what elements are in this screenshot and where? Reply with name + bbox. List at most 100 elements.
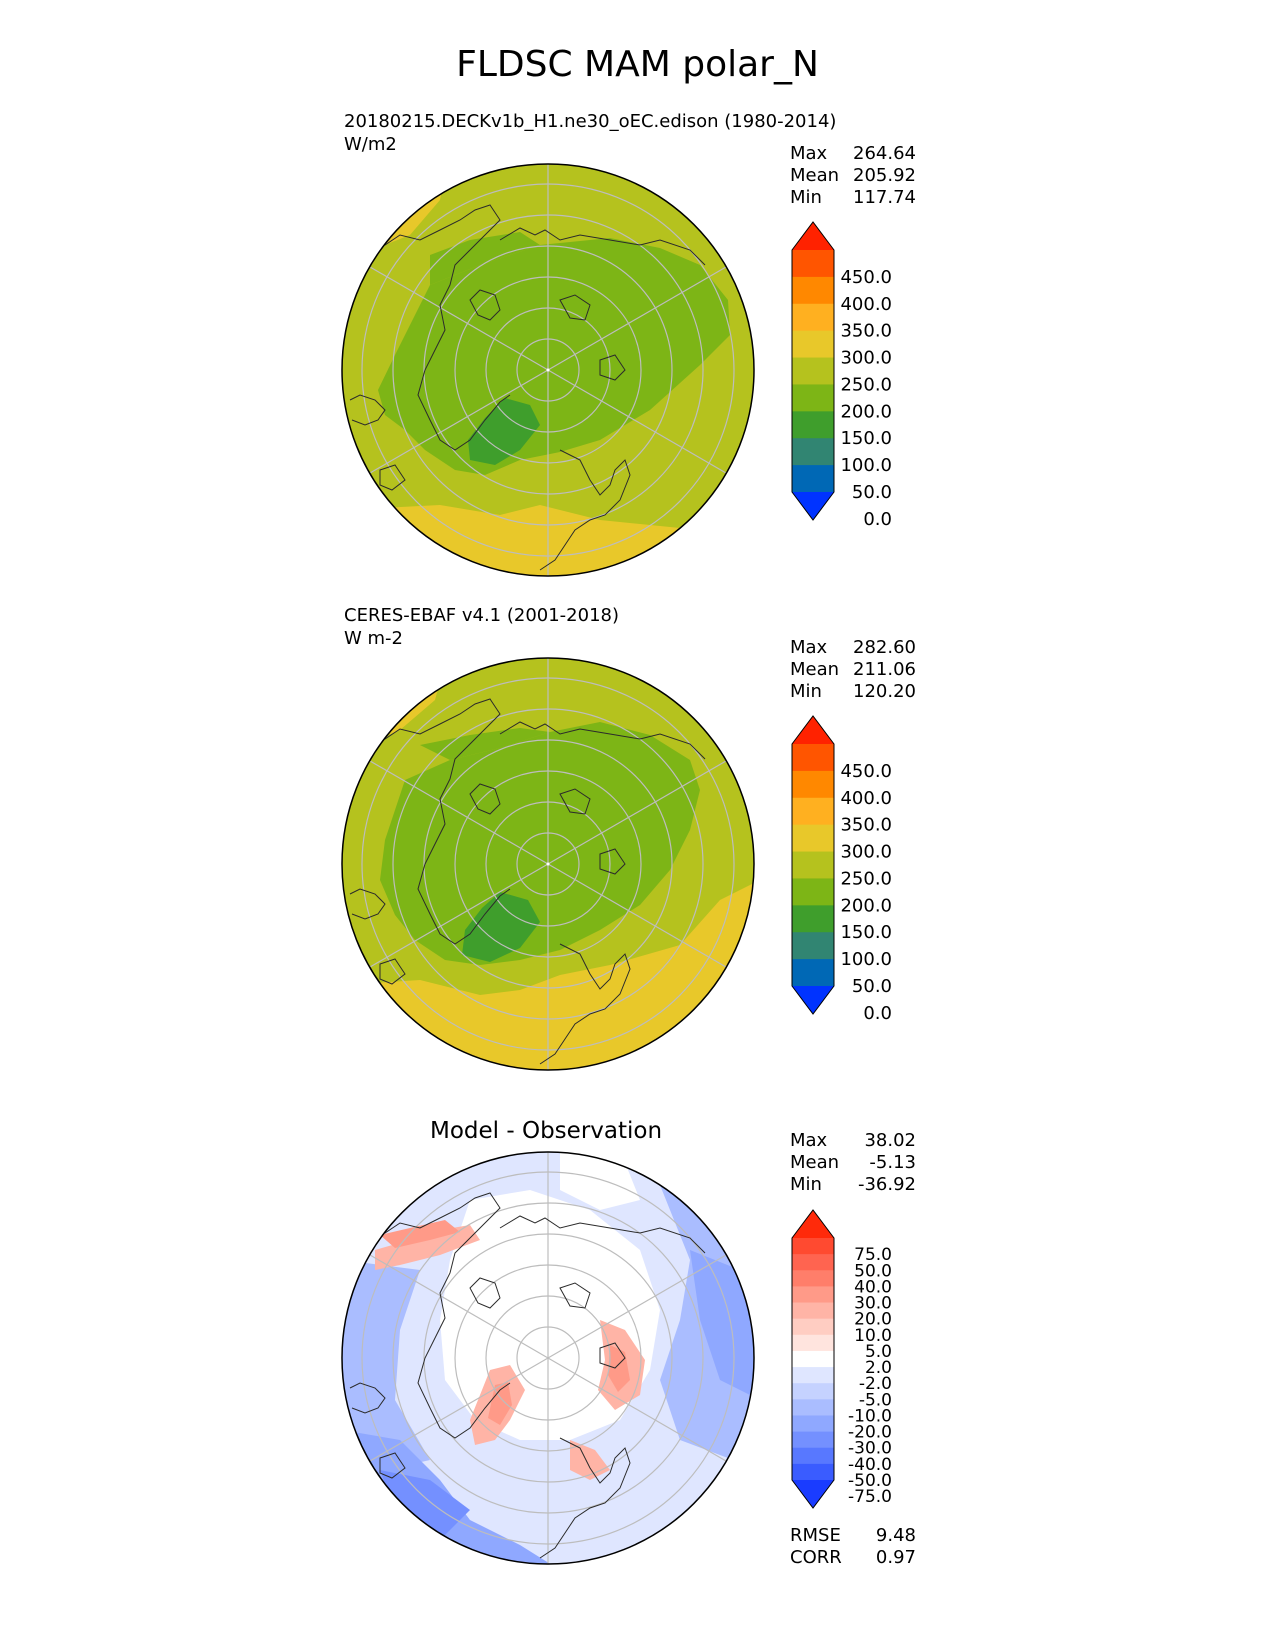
colorbar-tick-label: 0.0 [863, 509, 892, 530]
colorbar-swatch [792, 1286, 834, 1304]
colorbar-swatch [792, 1302, 834, 1320]
colorbar-tick-label: 100.0 [840, 455, 892, 476]
colorbar-swatch [792, 1254, 834, 1271]
colorbar-tick-label: 20.0 [854, 1310, 892, 1330]
panel-2-stats: Max 282.60 Mean 211.06 Min 120.20 [790, 637, 916, 703]
colorbar-extend-max [792, 716, 834, 744]
panel-1-stat-mean: Mean 205.92 [790, 165, 916, 186]
colorbar-swatch [792, 1270, 834, 1287]
panel-1-map [341, 163, 755, 577]
panel-2-coastlines [344, 698, 706, 1065]
colorbar-tick-label: 250.0 [840, 868, 892, 889]
colorbar-swatch [792, 384, 834, 412]
colorbar-swatch [792, 357, 834, 385]
panel-1-region-250 [342, 505, 754, 576]
colorbar-tick-label: 200.0 [840, 401, 892, 422]
colorbar-extend-max [792, 1210, 834, 1238]
colorbar-extend-min [792, 1480, 834, 1508]
colorbar-tick-label: 450.0 [840, 267, 892, 288]
colorbar-tick-label: 400.0 [840, 788, 892, 809]
panel-2-stat-mean: Mean 211.06 [790, 659, 916, 680]
colorbar-tick-label: -10.0 [848, 1406, 892, 1426]
colorbar-extend-min [792, 986, 834, 1014]
colorbar-swatch [792, 1238, 834, 1255]
panel-2-region-150 [420, 728, 550, 760]
colorbar-tick-label: 100.0 [840, 949, 892, 970]
colorbar-tick-label: -30.0 [848, 1439, 892, 1459]
panel-1-graticule [361, 164, 735, 576]
panel-3-stat-mean: Mean -5.13 [790, 1152, 916, 1173]
colorbar-extend-min [792, 492, 834, 520]
panel-1-region-150 [430, 232, 540, 285]
panel-3-colorbar: 75.050.040.030.020.010.05.02.0-2.0-5.0-1… [791, 1209, 892, 1509]
panel-1-stat-min: Min 117.74 [790, 187, 916, 208]
colorbar-swatch [792, 959, 834, 987]
colorbar-tick-label: 30.0 [854, 1294, 892, 1314]
panel-1-coastlines [344, 204, 706, 571]
colorbar-tick-label: 300.0 [840, 348, 892, 369]
colorbar-tick-label: 250.0 [840, 374, 892, 395]
colorbar-swatch [792, 770, 834, 799]
panel-3-graticule [361, 1152, 735, 1564]
colorbar-swatch [792, 1318, 834, 1336]
colorbar-tick-label: 300.0 [840, 842, 892, 863]
panel-2-colorbar: 450.0 400.0 350.0 300.0 250.0 200.0 150.0 100.0… [791, 715, 892, 1024]
panel-1-pole [546, 368, 550, 372]
panel-3-stat-max: Max 38.02 [790, 1130, 916, 1151]
colorbar-outline [791, 1209, 835, 1509]
colorbar-swatch [792, 905, 834, 933]
colorbar-tick-label: -20.0 [848, 1423, 892, 1443]
colorbar-outline [791, 715, 835, 1015]
panel-3-region-20 [380, 1220, 460, 1248]
colorbar-swatch [792, 1334, 834, 1352]
panel-2-case-name: CERES-EBAF v4.1 (2001-2018) [344, 605, 620, 626]
colorbar-tick-label: 10.0 [854, 1326, 892, 1346]
panel-1-map-outline [341, 163, 755, 577]
colorbar-swatch [792, 744, 834, 772]
panel-1-case-name: 20180215.DECKv1b_H1.ne30_oEC.edison (198… [344, 111, 837, 132]
colorbar-swatch [792, 824, 834, 853]
colorbar-tick-label: -5.0 [859, 1390, 892, 1410]
colorbar-swatch [792, 250, 834, 278]
panel-3-title: Model - Observation [430, 1118, 663, 1144]
panel-1-region-150 [378, 238, 730, 475]
colorbar-tick-label: 5.0 [865, 1342, 892, 1362]
colorbar-tick-label: 50.0 [854, 1261, 892, 1281]
colorbar-swatch [792, 303, 834, 332]
colorbar-swatch [792, 1367, 834, 1384]
panel-2-graticule [361, 658, 735, 1070]
panel-3-map [341, 1151, 755, 1565]
colorbar-swatch [792, 1415, 834, 1433]
panel-1-stats: Max 264.64 Mean 205.92 Min 117.74 [790, 143, 916, 209]
colorbar-tick-label: 450.0 [840, 761, 892, 782]
colorbar-tick-label: 150.0 [840, 428, 892, 449]
panel-3-stat-corr: CORR 0.97 [790, 1547, 916, 1568]
colorbar-swatch [792, 465, 834, 493]
panel-1-colorbar: 450.0 400.0 350.0 300.0 250.0 200.0 150.0 100.0… [791, 221, 892, 530]
colorbar-tick-label: 350.0 [840, 815, 892, 836]
colorbar-tick-label: 50.0 [852, 976, 892, 997]
panel-3-map-outline [341, 1151, 755, 1565]
panel-2-pole [546, 862, 550, 866]
colorbar-tick-label: 350.0 [840, 321, 892, 342]
colorbar-tick-label: 200.0 [840, 895, 892, 916]
colorbar-tick-label: 150.0 [840, 922, 892, 943]
colorbar-swatch [792, 878, 834, 906]
colorbar-swatch [792, 1383, 834, 1400]
colorbar-swatch [792, 1399, 834, 1416]
panel-1-stat-max: Max 264.64 [790, 143, 916, 164]
colorbar-tick-label: 0.0 [863, 1003, 892, 1024]
panel-1-region-100 [468, 398, 540, 465]
colorbar-tick-label: 2.0 [865, 1358, 892, 1378]
colorbar-swatch [792, 411, 834, 439]
panel-2-region-150 [380, 722, 700, 965]
colorbar-tick-label: 400.0 [840, 294, 892, 315]
colorbar-tick-label: -75.0 [848, 1487, 892, 1507]
colorbar-swatch [792, 797, 834, 826]
panel-3-region-10 [375, 1225, 480, 1270]
panel-2-stat-max: Max 282.60 [790, 637, 916, 658]
colorbar-swatch [792, 1431, 834, 1449]
panel-2-map [341, 657, 755, 1071]
panel-2-map-outline [341, 657, 755, 1071]
